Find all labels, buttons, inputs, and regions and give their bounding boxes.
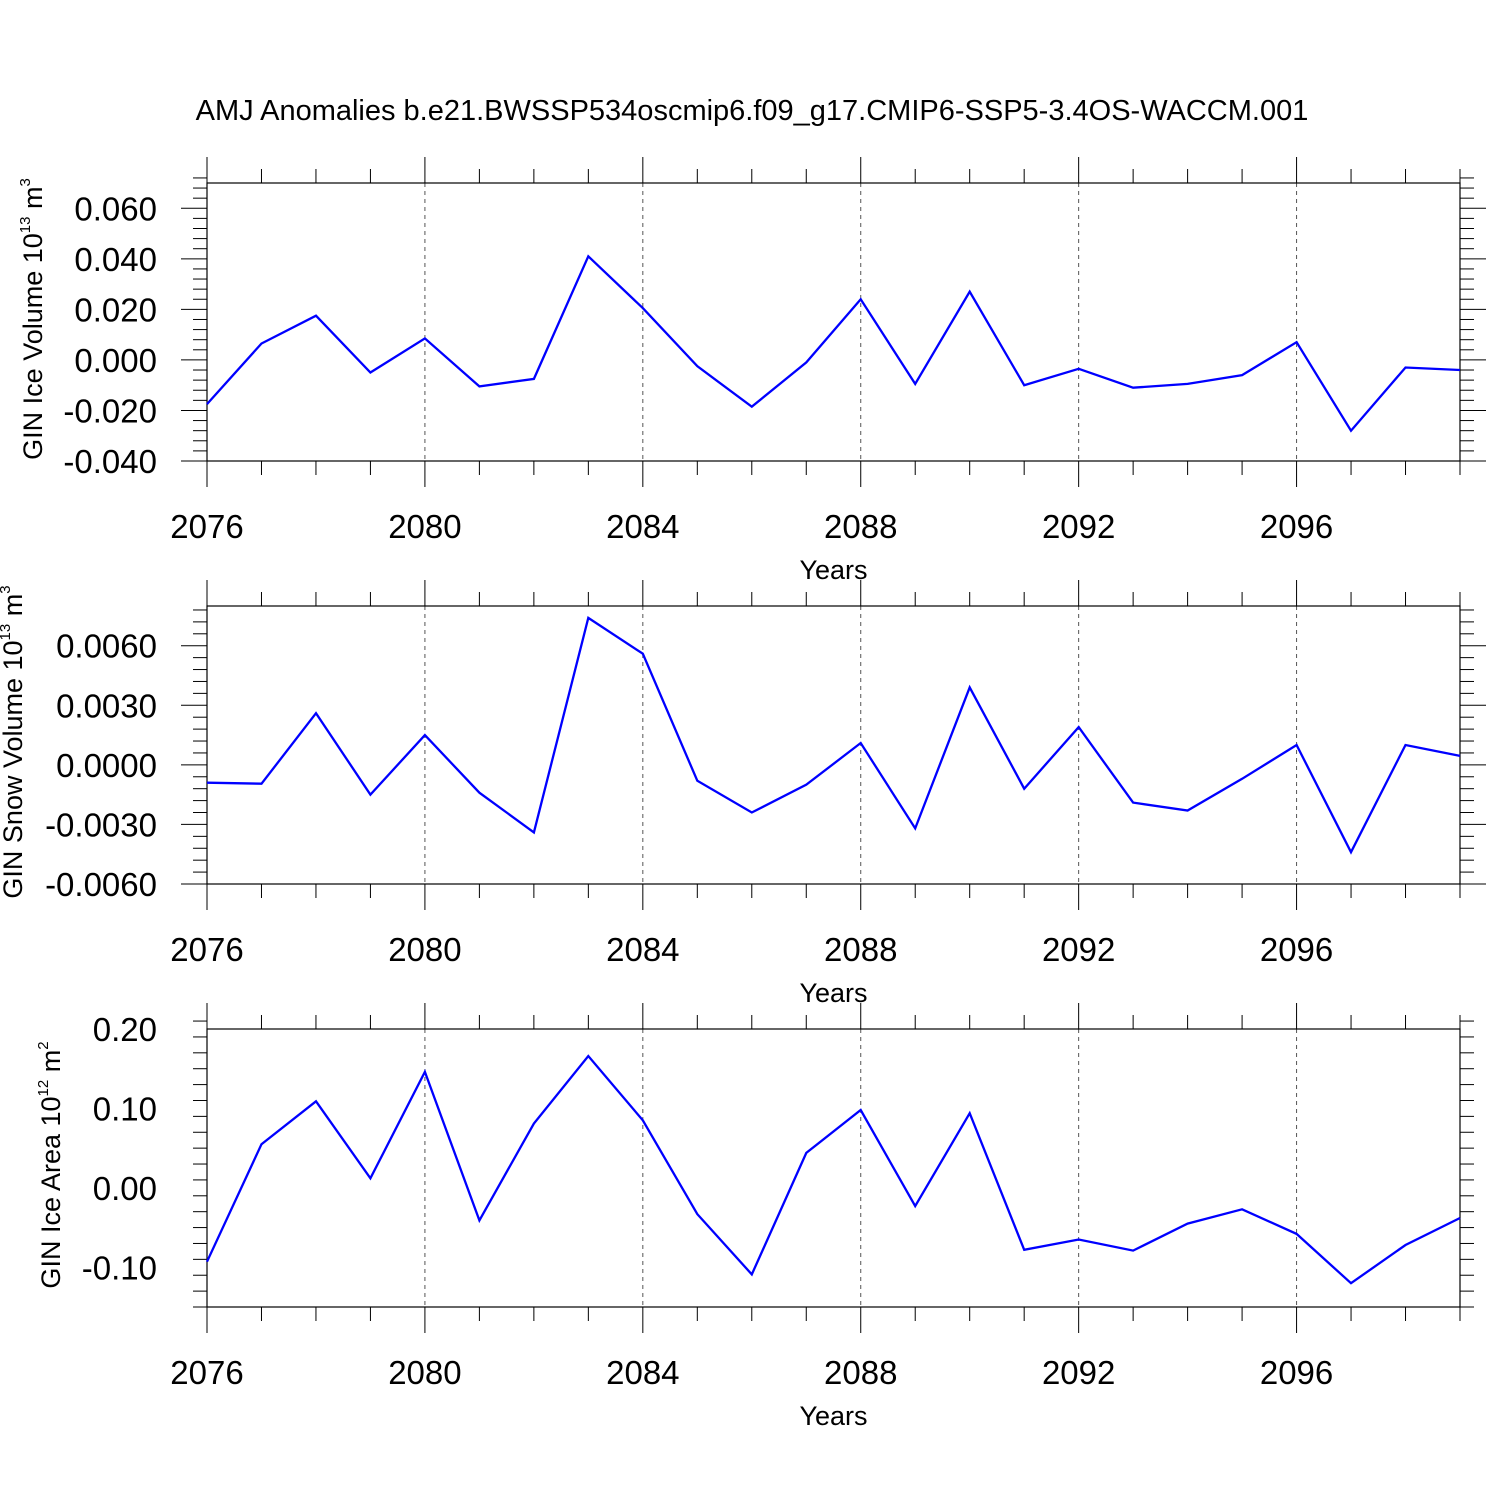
x-tick-label: 2084	[606, 931, 679, 968]
figure-title: AMJ Anomalies b.e21.BWSSP534oscmip6.f09_…	[196, 95, 1309, 127]
y-tick-label: 0.060	[74, 190, 157, 227]
y-tick-label: -0.040	[63, 443, 157, 480]
x-tick-label: 2084	[606, 508, 679, 545]
series-line	[205, 1054, 1461, 1285]
y-tick-label: 0.0060	[56, 628, 157, 665]
x-tick-label: 2080	[388, 508, 461, 545]
y-tick-label: -0.10	[82, 1249, 157, 1286]
x-tick-label: 2088	[824, 508, 897, 545]
x-tick-label: 2080	[388, 931, 461, 968]
y-tick-label: -0.0060	[45, 866, 157, 903]
y-axis-label: GIN Snow Volume 1013 m3	[0, 585, 28, 898]
panels: -0.040 -0.020 0.000 0.020 0.040 0.060 2076 2080…	[0, 157, 1486, 1431]
y-tick-label: 0.10	[93, 1090, 157, 1127]
y-tick-label: -0.020	[63, 392, 157, 429]
y-tick-label: 0.040	[74, 241, 157, 278]
series-line	[206, 616, 1461, 855]
y-tick-label: 0.00	[93, 1170, 157, 1207]
plot-frame	[206, 1028, 1461, 1308]
plot-frame	[206, 182, 1461, 462]
panel-2: -0.0060 -0.0030 0.0000 0.0030 0.0060 2076 2080…	[0, 580, 1486, 1008]
x-tick-label: 2080	[388, 1354, 461, 1391]
y-axis-label: GIN Ice Volume 1013 m3	[17, 178, 48, 460]
y-tick-label: 0.20	[93, 1011, 157, 1048]
y-tick-label: 0.0000	[56, 747, 157, 784]
series-line	[206, 254, 1461, 433]
y-tick-label: 0.020	[74, 291, 157, 328]
x-axis-label: Years	[799, 978, 867, 1008]
x-tick-label: 2076	[170, 1354, 243, 1391]
x-axis-label: Years	[799, 1401, 867, 1431]
y-axis-label: GIN Ice Area 1012 m2	[35, 1041, 66, 1288]
x-tick-label: 2076	[170, 508, 243, 545]
x-tick-label: 2096	[1260, 508, 1333, 545]
panel-3: -0.10 0.00 0.10 0.20 2076 2080 2084 2088 2092 209…	[35, 1003, 1474, 1431]
plot-frame	[206, 605, 1461, 885]
x-tick-label: 2088	[824, 931, 897, 968]
y-tick-label: 0.000	[74, 342, 157, 379]
x-tick-label: 2092	[1042, 508, 1115, 545]
panel-1: -0.040 -0.020 0.000 0.020 0.040 0.060 2076 2080…	[17, 157, 1486, 585]
x-tick-label: 2084	[606, 1354, 679, 1391]
y-tick-label: 0.0030	[56, 687, 157, 724]
x-axis-label: Years	[799, 555, 867, 585]
x-tick-label: 2088	[824, 1354, 897, 1391]
x-tick-label: 2092	[1042, 1354, 1115, 1391]
x-tick-label: 2092	[1042, 931, 1115, 968]
x-tick-label: 2076	[170, 931, 243, 968]
x-tick-label: 2096	[1260, 1354, 1333, 1391]
y-tick-label: -0.0030	[45, 806, 157, 843]
x-tick-label: 2096	[1260, 931, 1333, 968]
